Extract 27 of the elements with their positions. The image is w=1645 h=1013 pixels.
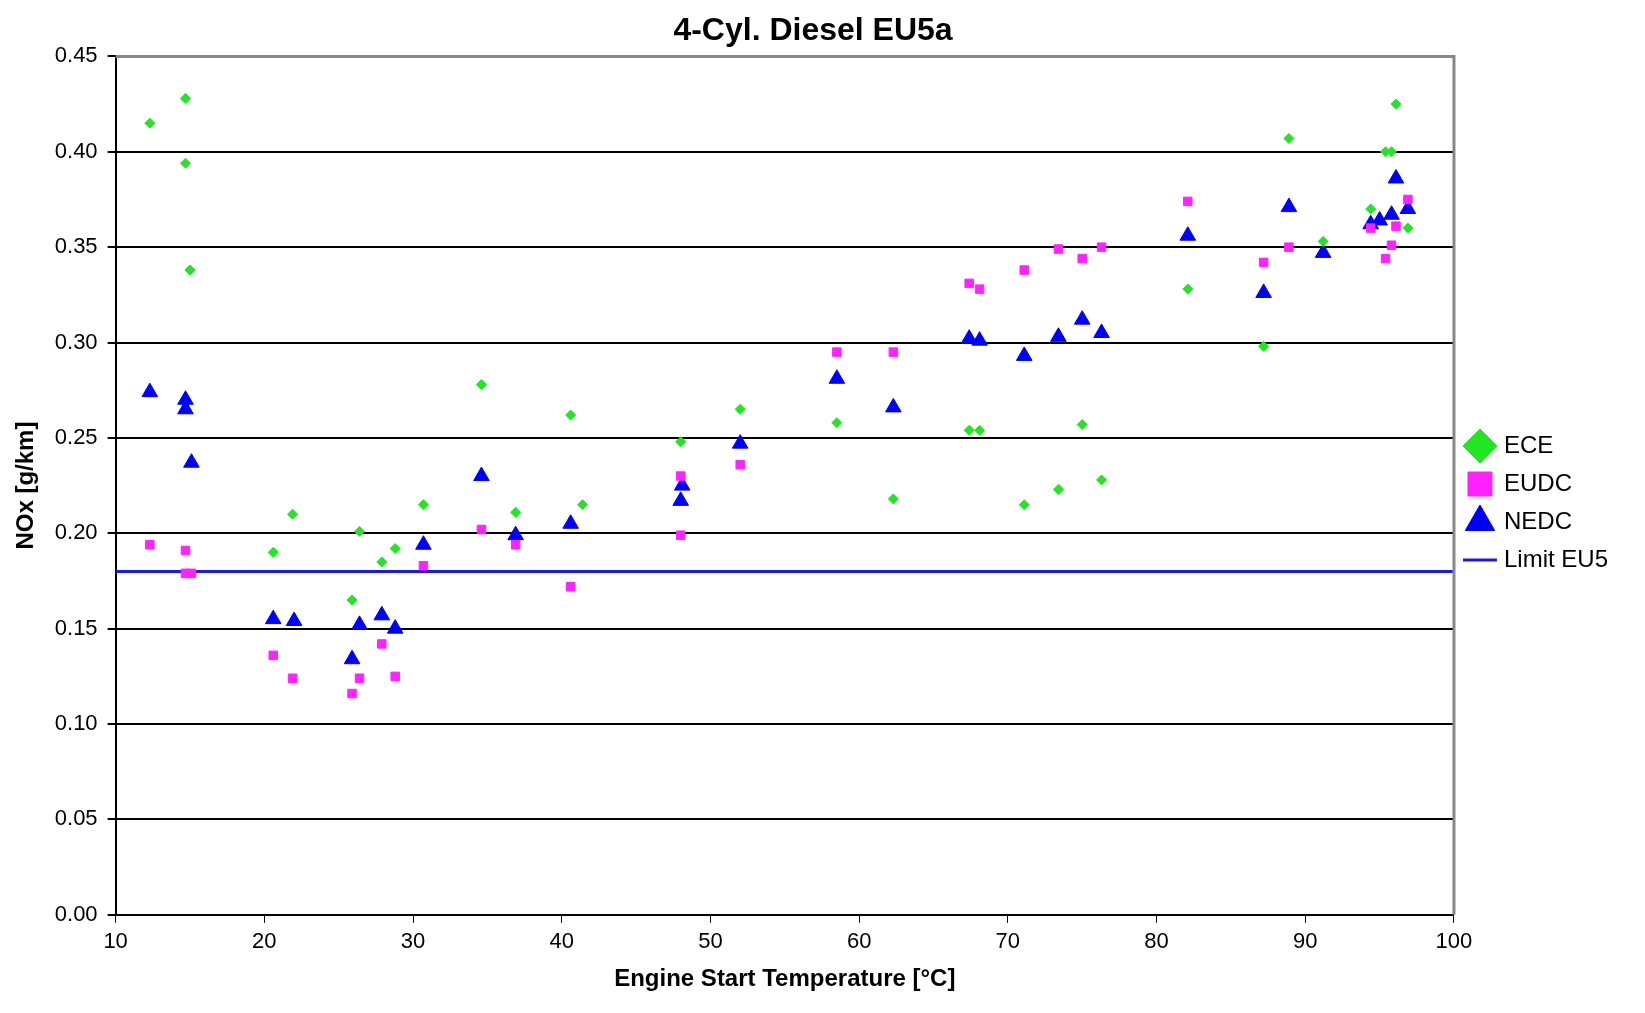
y-tick-label: 0.30 (54, 328, 98, 354)
x-tick-label: 30 (400, 928, 426, 954)
x-tick-label: 100 (1435, 928, 1473, 954)
y-tick-label: 0.40 (54, 137, 98, 163)
x-tick-label: 70 (995, 928, 1021, 954)
y-tick-label: 0.20 (54, 519, 98, 545)
x-tick-label: 40 (549, 928, 574, 954)
x-axis-title: Engine Start Temperature [°C] (614, 964, 956, 992)
y-tick-label: 0.00 (54, 900, 98, 926)
x-tick-label: 90 (1293, 928, 1318, 954)
y-axis-title: NOx [g/km] (11, 421, 39, 550)
y-tick-label: 0.05 (54, 805, 98, 831)
x-tick-label: 10 (103, 928, 128, 954)
y-tick-label: 0.25 (54, 423, 98, 449)
x-tick-label: 80 (1144, 928, 1169, 954)
y-tick-label: 0.10 (54, 710, 98, 736)
chart-title: 4-Cyl. Diesel EU5a (673, 11, 953, 48)
legend-label: ECE (1503, 430, 1554, 458)
y-tick-label: 0.45 (54, 42, 98, 68)
x-tick-label: 60 (846, 928, 872, 954)
legend-label: EUDC (1503, 468, 1572, 496)
legend-label: NEDC (1503, 506, 1572, 534)
legend-label: Limit EU5 (1503, 544, 1608, 572)
y-tick-label: 0.35 (54, 233, 98, 259)
y-tick-label: 0.15 (54, 614, 98, 640)
x-tick-label: 50 (698, 928, 723, 954)
x-tick-label: 20 (252, 928, 277, 954)
